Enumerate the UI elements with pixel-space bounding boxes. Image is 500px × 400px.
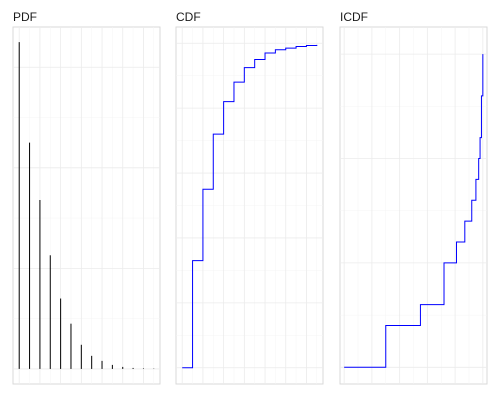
pdf-plot-area bbox=[12, 26, 161, 385]
cdf-panel-title: CDF bbox=[176, 10, 201, 24]
cdf-panel: CDF bbox=[175, 10, 324, 385]
icdf-panel-title: ICDF bbox=[340, 10, 368, 24]
cdf-step-line bbox=[182, 44, 318, 369]
icdf-step-line bbox=[344, 54, 484, 368]
icdf-panel: ICDF bbox=[339, 10, 488, 385]
pdf-panel: PDF bbox=[12, 10, 161, 385]
pdf-panel-title: PDF bbox=[13, 10, 37, 24]
